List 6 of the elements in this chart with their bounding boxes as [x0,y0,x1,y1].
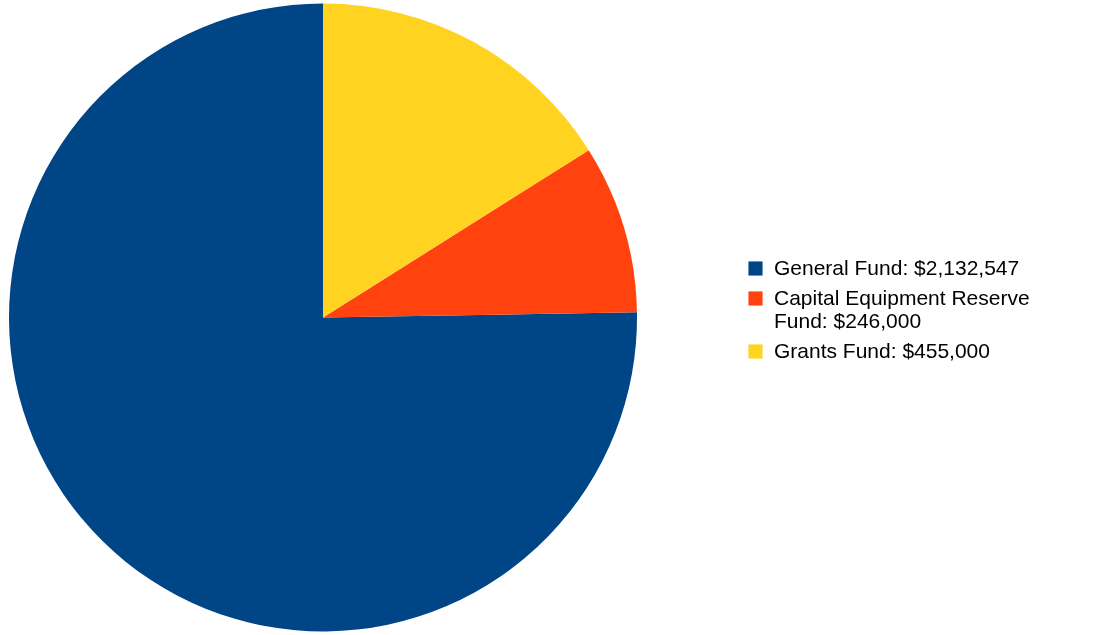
legend-label: Grants Fund: $455,000 [774,338,990,362]
pie-slice [323,3,589,318]
legend-label: General Fund: $2,132,547 [774,255,1020,279]
pie-slice [323,150,637,318]
pie-slice [9,3,637,632]
legend-label: Capital Equipment Reserve Fund: $246,000 [774,285,1030,332]
